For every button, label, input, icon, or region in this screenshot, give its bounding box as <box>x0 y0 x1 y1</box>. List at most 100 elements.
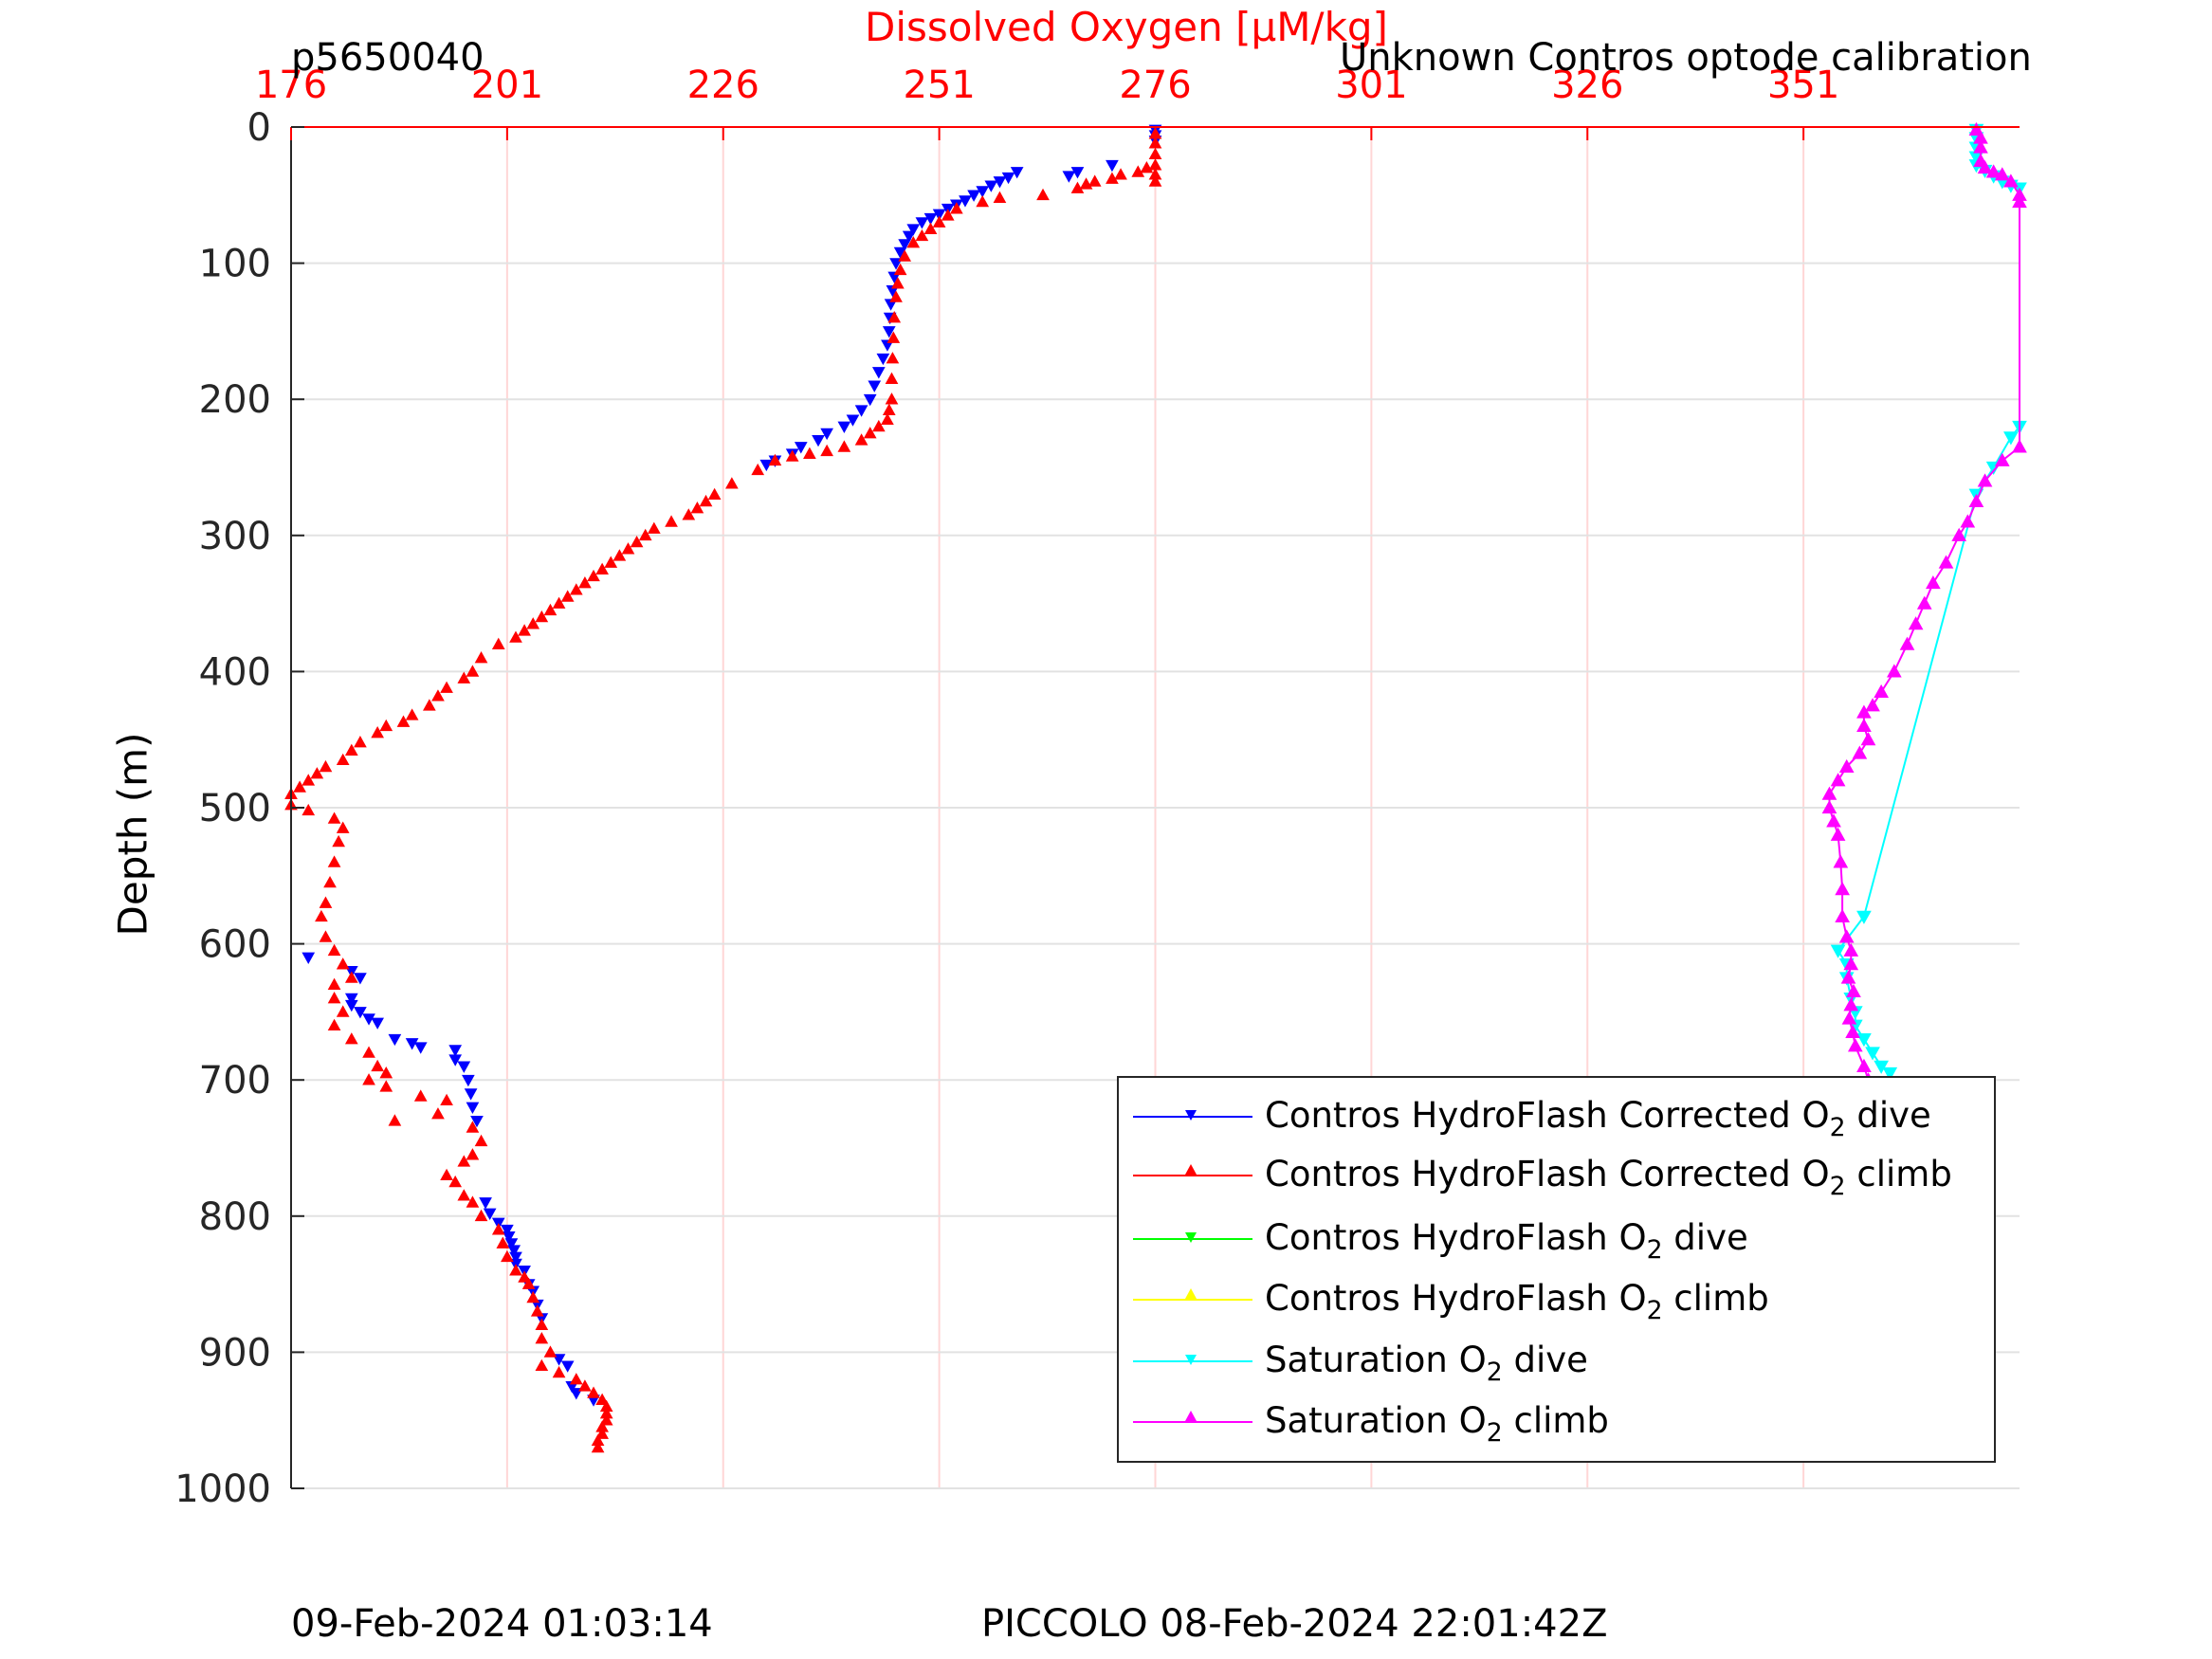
data-point-corrected-dive <box>479 1197 492 1210</box>
data-point-corrected-dive <box>405 1038 419 1050</box>
data-point-corrected-climb <box>388 1114 402 1126</box>
legend-marker-sat-climb <box>1185 1411 1197 1421</box>
data-point-corrected-dive <box>502 1231 516 1244</box>
data-point-corrected-dive <box>560 1360 575 1373</box>
data-point-corrected-climb <box>302 774 316 786</box>
data-point-corrected-dive <box>509 1251 522 1264</box>
axes: 176 201 226 251 276 301 326 351 0 100 200 300 400 500… <box>174 64 2020 1511</box>
data-point-sat-climb <box>1833 854 1849 868</box>
legend-subscript-corrected-dive: 2 <box>1829 1113 1846 1143</box>
data-point-corrected-dive <box>448 1045 463 1057</box>
y-tick-label: 700 <box>199 1059 271 1103</box>
data-point-corrected-dive <box>976 186 990 198</box>
data-point-corrected-climb <box>871 419 886 432</box>
data-point-sat-climb <box>1821 786 1837 800</box>
data-point-corrected-dive <box>507 1245 521 1257</box>
data-point-corrected-dive <box>1062 171 1076 183</box>
y-tick-label: 600 <box>199 923 271 967</box>
data-point-corrected-dive <box>820 428 833 441</box>
data-point-sat-climb <box>1856 1058 1872 1072</box>
data-point-sat-climb <box>1860 732 1876 746</box>
data-point-corrected-dive <box>354 973 367 985</box>
data-point-sat-climb <box>1899 636 1915 650</box>
legend-marker-raw-climb <box>1185 1288 1197 1299</box>
data-point-corrected-climb <box>336 957 350 970</box>
legend-label-corrected-dive: Contros HydroFlash Corrected O2 dive <box>1265 1095 1931 1142</box>
data-point-corrected-climb <box>976 194 990 208</box>
data-point-corrected-climb <box>751 463 765 476</box>
legend-line-corrected-climb <box>1133 1175 1252 1176</box>
x-tick-label: 201 <box>471 64 543 107</box>
data-point-corrected-dive <box>854 405 868 417</box>
data-point-corrected-dive <box>906 224 921 236</box>
data-point-corrected-climb <box>371 1059 384 1072</box>
data-point-corrected-climb <box>491 1223 505 1235</box>
data-point-sat-dive <box>1856 910 1872 924</box>
data-point-sat-climb <box>1985 164 2002 178</box>
data-point-sat-climb <box>1977 160 1993 174</box>
data-point-corrected-climb <box>881 412 894 426</box>
data-point-corrected-climb <box>431 689 445 702</box>
data-point-corrected-climb <box>638 528 652 541</box>
data-point-corrected-climb <box>466 665 480 677</box>
data-point-corrected-climb <box>422 699 436 711</box>
data-point-corrected-climb <box>535 610 549 623</box>
data-point-corrected-dive <box>898 239 912 251</box>
data-point-corrected-climb <box>803 447 816 459</box>
data-point-sat-climb <box>1843 957 1859 971</box>
data-point-corrected-climb <box>440 1168 453 1181</box>
data-point-sat-climb <box>1994 452 2010 466</box>
legend-label-corrected-dive-part2: dive <box>1845 1095 1931 1136</box>
data-point-corrected-climb <box>820 444 833 457</box>
data-point-corrected-climb <box>336 1005 350 1017</box>
data-point-corrected-climb <box>854 433 868 446</box>
data-point-corrected-dive <box>413 1042 428 1054</box>
data-point-sat-climb <box>1968 493 1984 507</box>
y-axis-label: Depth (m) <box>109 732 156 937</box>
legend-item-raw-climb: Contros HydroFlash O2 climb <box>1119 1272 1994 1329</box>
data-point-corrected-dive <box>1070 167 1085 179</box>
data-point-sat-climb <box>1826 813 1841 828</box>
data-point-corrected-climb <box>1088 174 1102 187</box>
data-point-corrected-climb <box>344 743 358 756</box>
data-point-corrected-dive <box>837 421 851 433</box>
data-point-corrected-climb <box>344 1032 358 1045</box>
data-point-corrected-climb <box>521 1277 536 1289</box>
data-point-corrected-climb <box>604 556 618 568</box>
data-point-corrected-climb <box>887 311 902 323</box>
data-point-corrected-climb <box>543 603 558 616</box>
data-point-corrected-dive <box>846 414 860 427</box>
data-point-sat-climb <box>2012 193 2027 209</box>
legend-label-sat-climb-part2: climb <box>1502 1400 1609 1441</box>
legend-label-raw-dive-part1: Contros HydroFlash O <box>1265 1217 1647 1258</box>
data-point-corrected-climb <box>891 277 905 289</box>
data-point-corrected-climb <box>591 1440 605 1453</box>
legend-subscript-raw-dive: 2 <box>1646 1235 1663 1266</box>
data-point-corrected-dive <box>464 1088 478 1101</box>
x-tick-label: 226 <box>687 64 759 107</box>
data-point-corrected-climb <box>578 1379 592 1392</box>
data-point-corrected-dive <box>1106 159 1119 173</box>
data-point-sat-climb <box>1852 745 1868 759</box>
data-point-corrected-climb <box>327 811 341 824</box>
x-tick-label: 176 <box>255 64 327 107</box>
legend-label-sat-dive: Saturation O2 dive <box>1265 1340 1588 1387</box>
data-point-corrected-climb <box>327 1018 341 1031</box>
data-point-corrected-dive <box>344 999 358 1012</box>
legend-subscript-raw-climb: 2 <box>1646 1296 1663 1326</box>
y-tick-label: 300 <box>199 515 271 558</box>
data-point-corrected-climb <box>1114 168 1127 180</box>
data-point-corrected-climb <box>535 1318 549 1330</box>
y-tick-label: 100 <box>199 243 271 286</box>
data-point-corrected-climb <box>932 215 946 228</box>
data-point-corrected-climb <box>413 1089 428 1102</box>
data-point-corrected-climb <box>327 992 341 1004</box>
legend-label-sat-dive-part2: dive <box>1502 1340 1588 1380</box>
data-point-sat-climb <box>2003 173 2019 188</box>
data-point-corrected-dive <box>876 353 890 366</box>
data-point-sat-climb <box>1960 514 1976 528</box>
data-point-corrected-climb <box>457 1189 471 1201</box>
data-point-corrected-dive <box>448 1054 463 1066</box>
data-point-corrected-dive <box>371 1017 384 1030</box>
legend-subscript-sat-dive: 2 <box>1486 1358 1503 1388</box>
